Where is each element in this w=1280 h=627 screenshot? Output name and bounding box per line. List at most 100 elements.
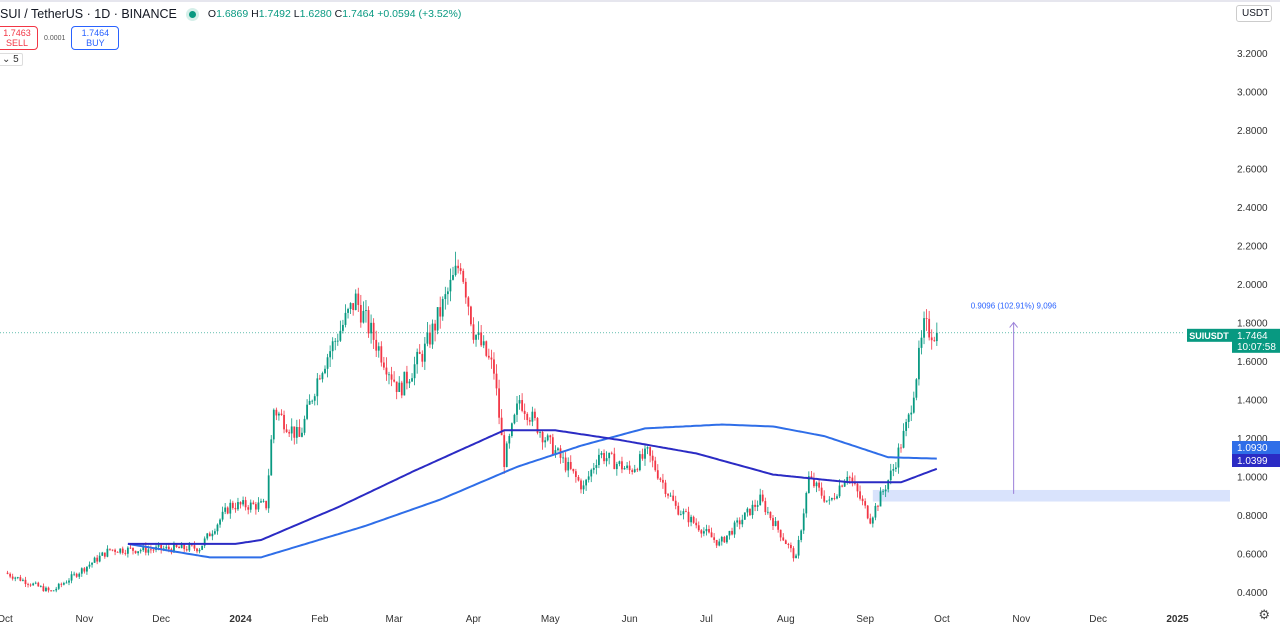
candle-body [344,312,347,325]
candle-body [503,435,506,467]
candle-body [459,268,462,271]
candle-body [531,411,534,422]
candle-body [751,504,754,516]
last-price-value: 1.7464 [1237,331,1268,342]
candle-body [928,318,931,338]
y-tick-label: 1.2000 [1237,434,1268,445]
symbol-title[interactable]: SUI / TetherUS · 1D · BINANCE [0,7,177,21]
candle-body [214,531,216,534]
candle-body [697,525,700,531]
candle-body [426,332,429,344]
candle-body [372,322,375,340]
candle-body [37,582,40,587]
candle-body [802,513,805,531]
candle-body [78,573,81,577]
candle-body [631,470,634,472]
candle-body [278,413,280,416]
candle-body [705,528,708,532]
candle-body [229,502,232,514]
x-tick-label: 2024 [229,614,252,625]
candle-body [201,545,204,550]
x-tick-label: Feb [311,614,329,625]
candle-body [208,533,211,537]
candle-body [308,400,311,405]
candle-body [9,573,12,577]
candle-body [411,378,413,382]
candle-body [32,583,35,586]
candle-body [615,463,618,470]
candle-body [925,318,928,319]
candle-body [743,512,746,520]
candle-body [733,522,736,535]
candle-body [267,475,270,509]
x-tick-label: Aug [777,614,795,625]
candle-body [592,467,595,470]
indicators-toggle[interactable]: ⌄ 5 [0,53,23,66]
gear-icon[interactable]: ⚙ [1258,607,1270,622]
sell-button[interactable]: 1.7463 SELL [0,26,38,50]
candle-body [73,573,76,575]
candle-body [47,587,50,591]
candles [6,251,938,593]
candle-body [866,505,869,519]
candle-body [262,500,265,502]
candle-body [421,353,424,362]
candle-body [160,544,163,550]
candle-body [633,469,636,472]
candle-body [211,533,214,537]
buy-button[interactable]: 1.7464 BUY [71,26,120,50]
candle-body [62,583,65,585]
candle-body [551,437,554,455]
candle-body [349,303,352,310]
candle-body [856,483,859,492]
candle-body [101,552,104,556]
candle-body [787,544,790,545]
candle-body [603,453,605,462]
candle-body [587,476,590,480]
candle-body [472,324,475,340]
candle-body [24,579,27,585]
candle-body [365,310,367,311]
candle-body [907,414,910,422]
candle-body [636,469,639,471]
ohlc-readout: O1.6869 H1.7492 L1.6280 C1.7464 +0.0594 … [207,8,462,20]
candle-body [544,440,547,443]
candle-body [393,379,396,382]
candle-body [462,270,465,282]
candle-body [836,496,838,499]
candle-body [124,552,127,554]
candle-body [656,470,659,479]
candle-body [508,435,511,444]
candle-body [68,580,70,583]
candle-body [137,551,140,554]
candle-body [702,531,705,534]
currency-selector[interactable]: USDT [1236,5,1272,22]
candle-body [183,544,186,550]
candle-body [16,577,19,578]
x-tick-label: Apr [466,614,482,625]
moving-average-fast [127,429,938,545]
candle-body [500,417,503,436]
candle-body [126,547,129,554]
candle-body [495,373,498,389]
candle-body [772,518,774,526]
candle-body [736,520,739,523]
candle-body [380,346,383,363]
candle-body [900,447,902,449]
candle-body [19,577,22,581]
candle-body [708,528,710,533]
candle-body [86,566,88,572]
candle-body [823,495,826,502]
candle-body [395,381,398,392]
candle-body [610,452,613,454]
candle-body [649,447,652,456]
candle-body [121,548,124,553]
candle-body [439,307,442,317]
candle-body [754,504,756,507]
candle-body [464,281,467,298]
candle-body [75,573,78,577]
candle-body [679,514,682,516]
candle-body [406,371,408,384]
candle-body [418,351,421,354]
